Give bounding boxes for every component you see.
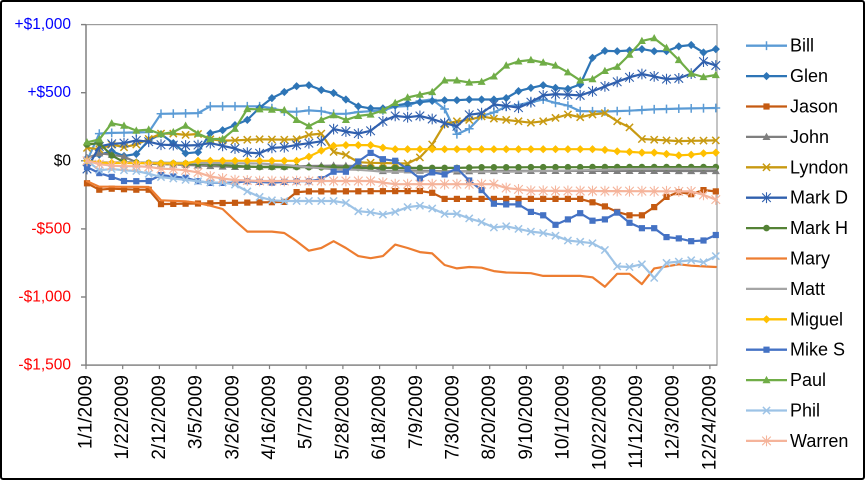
svg-text:Glen: Glen xyxy=(790,66,828,86)
svg-text:Jason: Jason xyxy=(790,97,838,117)
svg-text:-$1,000: -$1,000 xyxy=(18,289,71,306)
svg-text:Mark D: Mark D xyxy=(790,188,848,208)
svg-text:$0: $0 xyxy=(54,152,72,169)
svg-text:5/7/2009: 5/7/2009 xyxy=(296,375,317,449)
svg-text:+$500: +$500 xyxy=(27,84,71,101)
svg-text:9/10/2009: 9/10/2009 xyxy=(516,375,537,460)
svg-text:-$1,500: -$1,500 xyxy=(18,357,71,374)
svg-text:2/12/2009: 2/12/2009 xyxy=(149,375,170,460)
svg-text:Mark H: Mark H xyxy=(790,218,848,238)
svg-text:7/9/2009: 7/9/2009 xyxy=(406,375,427,449)
svg-text:3/5/2009: 3/5/2009 xyxy=(186,375,207,449)
svg-text:Warren: Warren xyxy=(790,431,848,451)
svg-text:3/26/2009: 3/26/2009 xyxy=(222,375,243,460)
svg-text:12/24/2009: 12/24/2009 xyxy=(699,375,720,470)
svg-text:11/12/2009: 11/12/2009 xyxy=(626,375,647,469)
svg-text:Matt: Matt xyxy=(790,279,825,299)
svg-text:+$1,000: +$1,000 xyxy=(15,16,72,33)
svg-text:Mary: Mary xyxy=(790,249,830,269)
svg-text:6/18/2009: 6/18/2009 xyxy=(369,375,390,460)
svg-text:7/30/2009: 7/30/2009 xyxy=(443,375,464,460)
svg-text:Paul: Paul xyxy=(790,370,826,390)
svg-text:1/1/2009: 1/1/2009 xyxy=(76,375,97,449)
svg-text:Bill: Bill xyxy=(790,36,814,56)
svg-text:12/3/2009: 12/3/2009 xyxy=(663,375,684,460)
svg-text:Lyndon: Lyndon xyxy=(790,157,848,177)
svg-text:10/1/2009: 10/1/2009 xyxy=(553,375,574,460)
svg-text:Mike S: Mike S xyxy=(790,340,845,360)
svg-text:10/22/2009: 10/22/2009 xyxy=(589,375,610,470)
svg-text:Phil: Phil xyxy=(790,401,820,421)
svg-text:5/28/2009: 5/28/2009 xyxy=(332,375,353,460)
svg-text:-$500: -$500 xyxy=(31,220,71,237)
svg-text:8/20/2009: 8/20/2009 xyxy=(479,375,500,460)
svg-text:Miguel: Miguel xyxy=(790,309,843,329)
svg-text:4/16/2009: 4/16/2009 xyxy=(259,375,280,460)
svg-text:1/22/2009: 1/22/2009 xyxy=(112,375,133,460)
svg-text:John: John xyxy=(790,127,829,147)
